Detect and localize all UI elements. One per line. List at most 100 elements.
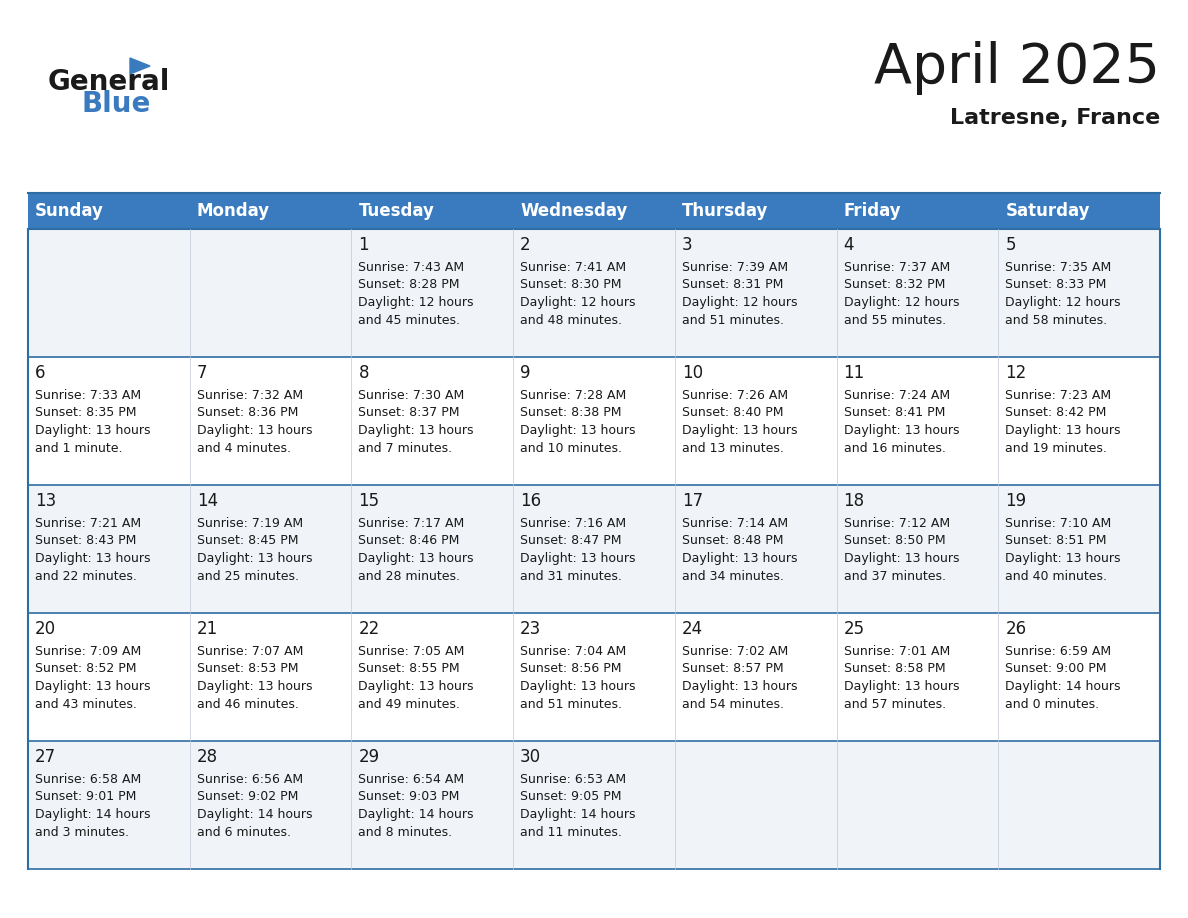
Text: Thursday: Thursday [682, 202, 769, 220]
Polygon shape [129, 58, 150, 74]
Text: 28: 28 [197, 748, 217, 766]
Bar [513, 229, 675, 357]
Text: Sunrise: 7:37 AM
Sunset: 8:32 PM
Daylight: 12 hours
and 55 minutes.: Sunrise: 7:37 AM Sunset: 8:32 PM Dayligh… [843, 261, 959, 327]
Text: Sunrise: 6:58 AM
Sunset: 9:01 PM
Daylight: 14 hours
and 3 minutes.: Sunrise: 6:58 AM Sunset: 9:01 PM Dayligh… [34, 773, 151, 838]
Text: 18: 18 [843, 492, 865, 510]
Bar [675, 193, 836, 229]
Text: Wednesday: Wednesday [520, 202, 627, 220]
Text: 23: 23 [520, 620, 542, 638]
Text: 2: 2 [520, 236, 531, 254]
Text: 27: 27 [34, 748, 56, 766]
Bar [836, 613, 998, 741]
Text: Sunrise: 7:02 AM
Sunset: 8:57 PM
Daylight: 13 hours
and 54 minutes.: Sunrise: 7:02 AM Sunset: 8:57 PM Dayligh… [682, 645, 797, 711]
Bar [998, 357, 1159, 485]
Bar [190, 229, 352, 357]
Text: 16: 16 [520, 492, 542, 510]
Text: 14: 14 [197, 492, 217, 510]
Bar [998, 741, 1159, 869]
Text: 25: 25 [843, 620, 865, 638]
Text: Sunrise: 7:28 AM
Sunset: 8:38 PM
Daylight: 13 hours
and 10 minutes.: Sunrise: 7:28 AM Sunset: 8:38 PM Dayligh… [520, 389, 636, 454]
Text: Blue: Blue [82, 90, 151, 118]
Text: Sunrise: 6:59 AM
Sunset: 9:00 PM
Daylight: 14 hours
and 0 minutes.: Sunrise: 6:59 AM Sunset: 9:00 PM Dayligh… [1005, 645, 1120, 711]
Text: Sunrise: 7:39 AM
Sunset: 8:31 PM
Daylight: 12 hours
and 51 minutes.: Sunrise: 7:39 AM Sunset: 8:31 PM Dayligh… [682, 261, 797, 327]
Text: 20: 20 [34, 620, 56, 638]
Bar [998, 613, 1159, 741]
Text: Sunrise: 7:24 AM
Sunset: 8:41 PM
Daylight: 13 hours
and 16 minutes.: Sunrise: 7:24 AM Sunset: 8:41 PM Dayligh… [843, 389, 959, 454]
Text: Sunrise: 7:16 AM
Sunset: 8:47 PM
Daylight: 13 hours
and 31 minutes.: Sunrise: 7:16 AM Sunset: 8:47 PM Dayligh… [520, 517, 636, 583]
Text: 3: 3 [682, 236, 693, 254]
Text: Tuesday: Tuesday [359, 202, 435, 220]
Bar [836, 193, 998, 229]
Bar [190, 485, 352, 613]
Text: 13: 13 [34, 492, 56, 510]
Bar [352, 357, 513, 485]
Text: Sunday: Sunday [34, 202, 103, 220]
Text: 11: 11 [843, 364, 865, 382]
Text: Sunrise: 7:09 AM
Sunset: 8:52 PM
Daylight: 13 hours
and 43 minutes.: Sunrise: 7:09 AM Sunset: 8:52 PM Dayligh… [34, 645, 151, 711]
Bar [675, 357, 836, 485]
Text: Sunrise: 7:07 AM
Sunset: 8:53 PM
Daylight: 13 hours
and 46 minutes.: Sunrise: 7:07 AM Sunset: 8:53 PM Dayligh… [197, 645, 312, 711]
Text: Sunrise: 7:05 AM
Sunset: 8:55 PM
Daylight: 13 hours
and 49 minutes.: Sunrise: 7:05 AM Sunset: 8:55 PM Dayligh… [359, 645, 474, 711]
Text: Sunrise: 7:10 AM
Sunset: 8:51 PM
Daylight: 13 hours
and 40 minutes.: Sunrise: 7:10 AM Sunset: 8:51 PM Dayligh… [1005, 517, 1120, 583]
Bar [352, 193, 513, 229]
Bar [836, 485, 998, 613]
Text: Friday: Friday [843, 202, 902, 220]
Bar [513, 193, 675, 229]
Bar [352, 741, 513, 869]
Text: 9: 9 [520, 364, 531, 382]
Bar [998, 229, 1159, 357]
Text: Monday: Monday [197, 202, 270, 220]
Text: 17: 17 [682, 492, 703, 510]
Text: General: General [48, 68, 170, 96]
Text: Sunrise: 7:01 AM
Sunset: 8:58 PM
Daylight: 13 hours
and 57 minutes.: Sunrise: 7:01 AM Sunset: 8:58 PM Dayligh… [843, 645, 959, 711]
Text: 5: 5 [1005, 236, 1016, 254]
Text: 15: 15 [359, 492, 379, 510]
Text: Sunrise: 7:32 AM
Sunset: 8:36 PM
Daylight: 13 hours
and 4 minutes.: Sunrise: 7:32 AM Sunset: 8:36 PM Dayligh… [197, 389, 312, 454]
Bar [29, 613, 190, 741]
Bar [29, 193, 190, 229]
Text: 7: 7 [197, 364, 207, 382]
Text: Sunrise: 6:54 AM
Sunset: 9:03 PM
Daylight: 14 hours
and 8 minutes.: Sunrise: 6:54 AM Sunset: 9:03 PM Dayligh… [359, 773, 474, 838]
Text: 6: 6 [34, 364, 45, 382]
Bar [836, 741, 998, 869]
Bar [513, 741, 675, 869]
Text: 19: 19 [1005, 492, 1026, 510]
Bar [675, 613, 836, 741]
Text: Sunrise: 7:23 AM
Sunset: 8:42 PM
Daylight: 13 hours
and 19 minutes.: Sunrise: 7:23 AM Sunset: 8:42 PM Dayligh… [1005, 389, 1120, 454]
Bar [29, 357, 190, 485]
Text: Sunrise: 7:35 AM
Sunset: 8:33 PM
Daylight: 12 hours
and 58 minutes.: Sunrise: 7:35 AM Sunset: 8:33 PM Dayligh… [1005, 261, 1120, 327]
Bar [513, 613, 675, 741]
Text: Sunrise: 7:21 AM
Sunset: 8:43 PM
Daylight: 13 hours
and 22 minutes.: Sunrise: 7:21 AM Sunset: 8:43 PM Dayligh… [34, 517, 151, 583]
Text: 22: 22 [359, 620, 380, 638]
Bar [998, 485, 1159, 613]
Text: 26: 26 [1005, 620, 1026, 638]
Bar [29, 485, 190, 613]
Text: 24: 24 [682, 620, 703, 638]
Bar [190, 741, 352, 869]
Bar [675, 229, 836, 357]
Text: 1: 1 [359, 236, 369, 254]
Text: Sunrise: 7:41 AM
Sunset: 8:30 PM
Daylight: 12 hours
and 48 minutes.: Sunrise: 7:41 AM Sunset: 8:30 PM Dayligh… [520, 261, 636, 327]
Bar [29, 229, 190, 357]
Text: Sunrise: 7:19 AM
Sunset: 8:45 PM
Daylight: 13 hours
and 25 minutes.: Sunrise: 7:19 AM Sunset: 8:45 PM Dayligh… [197, 517, 312, 583]
Bar [29, 741, 190, 869]
Text: 30: 30 [520, 748, 542, 766]
Bar [675, 485, 836, 613]
Text: Sunrise: 7:43 AM
Sunset: 8:28 PM
Daylight: 12 hours
and 45 minutes.: Sunrise: 7:43 AM Sunset: 8:28 PM Dayligh… [359, 261, 474, 327]
Bar [513, 357, 675, 485]
Text: Saturday: Saturday [1005, 202, 1089, 220]
Text: Sunrise: 7:04 AM
Sunset: 8:56 PM
Daylight: 13 hours
and 51 minutes.: Sunrise: 7:04 AM Sunset: 8:56 PM Dayligh… [520, 645, 636, 711]
Text: 4: 4 [843, 236, 854, 254]
Bar [352, 613, 513, 741]
Text: Sunrise: 7:30 AM
Sunset: 8:37 PM
Daylight: 13 hours
and 7 minutes.: Sunrise: 7:30 AM Sunset: 8:37 PM Dayligh… [359, 389, 474, 454]
Text: Sunrise: 7:17 AM
Sunset: 8:46 PM
Daylight: 13 hours
and 28 minutes.: Sunrise: 7:17 AM Sunset: 8:46 PM Dayligh… [359, 517, 474, 583]
Bar [836, 357, 998, 485]
Text: 21: 21 [197, 620, 217, 638]
Text: Sunrise: 7:26 AM
Sunset: 8:40 PM
Daylight: 13 hours
and 13 minutes.: Sunrise: 7:26 AM Sunset: 8:40 PM Dayligh… [682, 389, 797, 454]
Bar [190, 357, 352, 485]
Text: Sunrise: 6:53 AM
Sunset: 9:05 PM
Daylight: 14 hours
and 11 minutes.: Sunrise: 6:53 AM Sunset: 9:05 PM Dayligh… [520, 773, 636, 838]
Bar [836, 229, 998, 357]
Bar [513, 485, 675, 613]
Bar [675, 741, 836, 869]
Text: 29: 29 [359, 748, 379, 766]
